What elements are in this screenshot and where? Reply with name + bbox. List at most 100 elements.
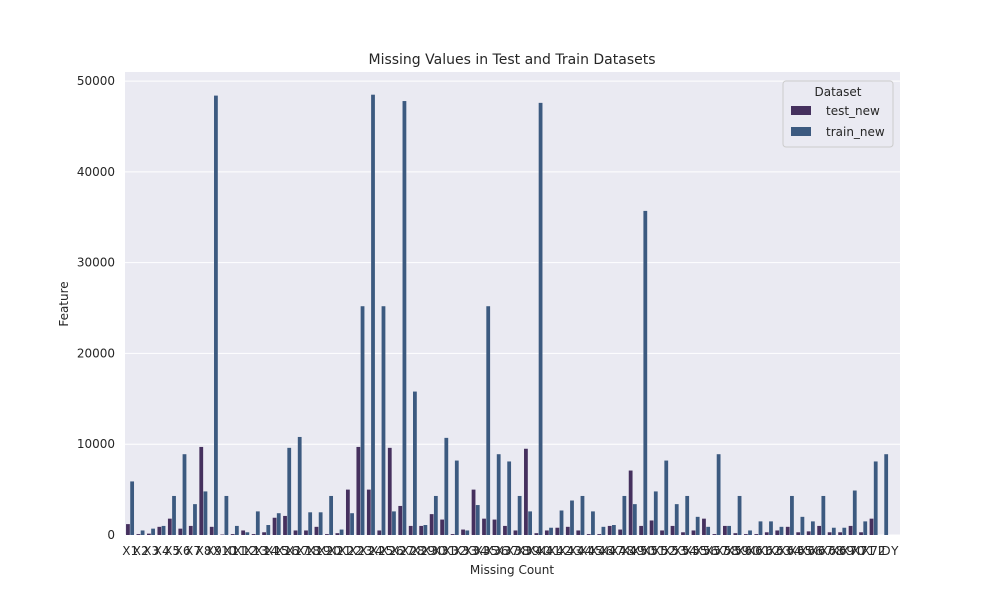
bar-train-new-x66 [810,521,815,535]
bar-test-new-x34 [471,489,476,535]
bar-train-new-x2 [140,530,145,535]
bar-train-new-x57 [716,454,721,535]
bar-test-new-x67 [817,525,822,535]
bar-test-new-x5 [167,518,172,535]
bar-test-new-x58 [723,525,727,535]
bar-test-new-x50 [639,525,644,535]
bar-train-new-x52 [664,460,669,535]
x-tick-label: X49 [621,544,645,558]
x-tick-label: X16 [276,544,300,558]
bar-train-new-x26 [392,511,396,535]
bar-train-new-x35 [486,306,491,535]
bar-test-new-x72 [869,518,874,535]
bar-train-new-x19 [318,512,323,535]
x-tick-label: X46 [590,544,614,558]
bar-test-new-x42 [555,527,560,535]
bar-test-new-x44 [576,530,581,535]
y-tick-label: 0 [107,528,115,542]
bar-test-new-x21 [335,533,340,535]
bar-test-new-x40 [534,533,539,535]
bar-train-new-x40 [538,102,543,535]
x-tick-label: X15 [265,544,289,558]
bar-train-new-x14 [266,525,271,535]
bar-test-new-x57 [712,534,717,535]
bar-test-new-x49 [628,470,633,535]
bar-train-new-x37 [507,461,512,535]
y-tick-label: 10000 [77,437,115,451]
x-tick-label: ID [878,544,891,558]
x-tick-label: X7 [185,544,201,558]
x-tick-label: X66 [799,544,823,558]
bar-test-new-x8 [199,446,204,535]
x-tick-label: X19 [307,544,331,558]
bar-train-new-x43 [570,500,574,535]
x-tick-label: X63 [768,544,792,558]
bar-train-new-x16 [287,447,292,535]
bar-train-new-x67 [821,495,826,535]
bar-test-new-x23 [356,446,361,535]
bar-test-new-x61 [754,534,759,535]
bar-test-new-x16 [283,515,287,535]
bar-test-new-x52 [660,530,664,535]
x-tick-label: X3 [143,544,159,558]
x-tick-label: X8 [196,544,212,558]
bar-test-new-x30 [429,514,434,535]
x-tick-label: X37 [496,544,520,558]
bar-train-new-x65 [800,516,805,535]
x-tick-label: X22 [338,544,362,558]
bar-test-new-x36 [492,519,497,535]
x-tick-label: X51 [642,544,666,558]
y-tick-label: 40000 [77,165,115,179]
x-tick-label: X27 [391,544,415,558]
x-tick-label: X47 [600,544,624,558]
y-tick-label: 30000 [77,256,115,270]
x-tick-label: X26 [380,544,404,558]
x-tick-label: X60 [736,544,760,558]
bar-train-new-x17 [297,436,302,535]
bar-test-new-x56 [702,518,706,535]
x-tick-label: X44 [569,544,593,558]
bar-test-new-x9 [209,526,214,535]
chart-title: Missing Values in Test and Train Dataset… [368,52,655,68]
x-tick-label: X14 [255,544,279,558]
bar-test-new-x51 [649,520,654,535]
bar-train-new-x25 [381,306,386,535]
x-tick-label: X12 [234,544,258,558]
bar-train-new-x39 [528,511,532,535]
bar-train-new-x15 [276,513,281,535]
bar-train-new-x3 [151,528,155,535]
bar-train-new-x51 [653,491,658,535]
bar-test-new-x4 [157,526,162,535]
bar-train-new-x64 [790,495,794,535]
bar-train-new-x61 [758,521,763,535]
bar-train-new-x27 [402,101,407,536]
x-tick-label: X55 [684,544,708,558]
bar-train-new-x59 [737,495,742,535]
bar-train-new-x28 [413,391,417,535]
x-tick-label: X61 [747,544,771,558]
bar-test-new-x31 [440,519,445,535]
x-tick-label: X43 [558,544,582,558]
x-tick-label: X21 [328,544,352,558]
bar-train-new-x56 [706,526,711,535]
bar-test-new-x46 [597,534,602,535]
bar-test-new-x27 [398,505,403,535]
bar-train-new-x60 [748,530,752,535]
bar-train-new-x72 [873,461,878,535]
bar-train-new-x9 [214,95,218,536]
bar-test-new-x65 [796,532,801,535]
bar-test-new-x60 [743,534,748,535]
bar-test-new-x7 [188,525,193,535]
x-tick-label: X13 [244,544,268,558]
x-tick-label: X23 [349,544,373,558]
bar-test-new-x18 [304,530,308,535]
bar-test-new-x24 [366,489,371,535]
x-tick-label: X69 [831,544,855,558]
bar-train-new-x45 [591,511,595,535]
bar-train-new-x46 [601,526,606,535]
x-tick-label: X39 [516,544,540,558]
bar-test-new-x68 [827,532,832,535]
bar-test-new-x66 [806,531,811,535]
y-axis-label: Feature [57,281,71,326]
